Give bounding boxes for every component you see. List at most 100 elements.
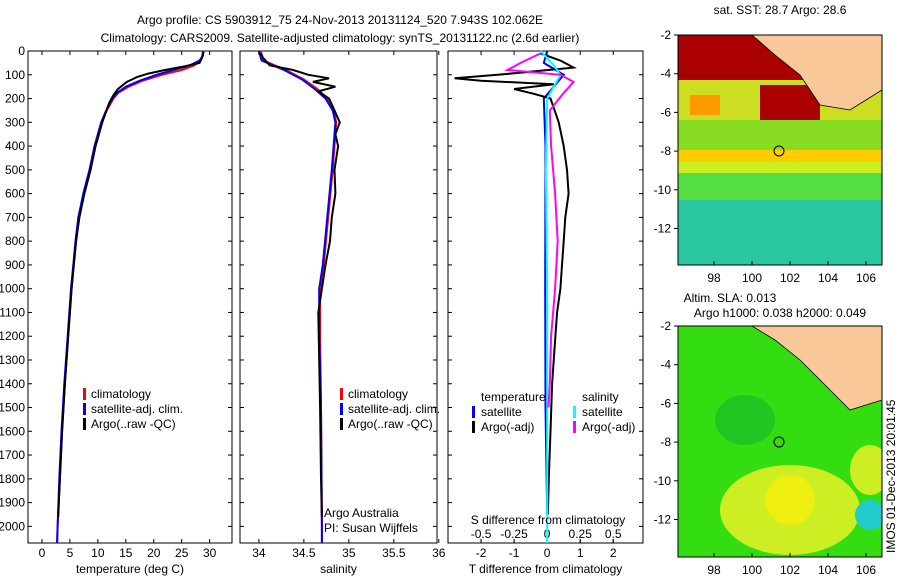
series-s-satellite xyxy=(539,50,562,543)
series-s-argo-adj- xyxy=(504,52,576,408)
y-tick-label: 600 xyxy=(5,187,25,201)
lon-tick-label: 100 xyxy=(742,563,762,577)
legend-label: climatology xyxy=(348,387,408,401)
series-argo-raw-qc- xyxy=(57,51,205,517)
x-axis-label: salinity xyxy=(320,562,357,576)
legend-label: Argo(..raw -QC) xyxy=(91,417,176,431)
lat-tick-label: -10 xyxy=(654,183,672,197)
x-tick-label: 34.5 xyxy=(292,546,316,560)
sst-map-title: sat. SST: 28.7 Argo: 28.6 xyxy=(714,3,847,17)
x-axis-label: temperature (deg C) xyxy=(76,562,184,576)
sla-map-title-1: Altim. SLA: 0.013 xyxy=(684,291,777,305)
legend-swatch xyxy=(83,388,86,400)
series-climatology xyxy=(259,50,338,543)
legend-label: Argo(-adj) xyxy=(582,420,635,434)
legend-label: Argo(..raw -QC) xyxy=(348,417,433,431)
legend-swatch xyxy=(83,418,86,430)
panel-salinity: 34 34.5 35 35.5 36 salinity climatologysatelli… xyxy=(239,50,446,576)
lat-tick-label: -4 xyxy=(660,67,671,81)
lat-tick-label: -12 xyxy=(654,222,672,236)
x-tick-label: 0 xyxy=(39,546,46,560)
legend-swatch xyxy=(472,421,475,433)
x-tick-label: 1 xyxy=(577,546,584,560)
x-tick-label: 34 xyxy=(252,546,266,560)
x-tick-label: 30 xyxy=(203,546,217,560)
x-tick-label: -1 xyxy=(509,546,520,560)
y-tick-label: 1300 xyxy=(0,353,25,367)
lon-tick-label: 106 xyxy=(856,271,876,285)
timestamp: IMOS 01-Dec-2013 20:01:45 xyxy=(884,399,898,553)
sla-map-title-2: Argo h1000: 0.038 h2000: 0.049 xyxy=(694,306,866,320)
lon-tick-label: 102 xyxy=(780,563,800,577)
y-tick-label: 1000 xyxy=(0,282,25,296)
x-tick-label: 35 xyxy=(342,546,356,560)
y-tick-label: 0 xyxy=(18,44,25,58)
y-tick-label: 500 xyxy=(5,163,25,177)
legend-swatch xyxy=(573,421,576,433)
y-tick-label: 2000 xyxy=(0,519,25,533)
lon-tick-label: 100 xyxy=(742,271,762,285)
legend-label: satellite-adj. clim. xyxy=(91,402,183,416)
legend-label: satellite-adj. clim. xyxy=(348,402,440,416)
x-tick-label: 36 xyxy=(432,546,446,560)
sst-map: sat. SST: 28.7 Argo: 28.6 98 100 102 104 106… xyxy=(654,3,883,285)
legend-swatch xyxy=(340,403,343,415)
x2-tick-label: 0.25 xyxy=(569,527,593,541)
series-t-satellite xyxy=(542,50,566,515)
lon-tick-label: 98 xyxy=(707,271,721,285)
series-satellite-adj-clim- xyxy=(56,50,205,544)
lat-tick-label: -2 xyxy=(660,319,671,333)
x-tick-label: -2 xyxy=(476,546,487,560)
y-tick-label: 1500 xyxy=(0,401,25,415)
series-t-argo-adj- xyxy=(454,52,577,515)
legend-swatch xyxy=(83,403,86,415)
x2-tick-label: 0.5 xyxy=(605,527,622,541)
series-satellite-adj-clim- xyxy=(257,50,337,543)
legend-label: satellite xyxy=(582,405,623,419)
y-tick-label: 200 xyxy=(5,92,25,106)
y-tick-label: 1100 xyxy=(0,305,25,319)
y-tick-label: 1200 xyxy=(0,329,25,343)
y-tick-label: 100 xyxy=(5,68,25,82)
y-tick-label: 1900 xyxy=(0,496,25,510)
lat-tick-label: -10 xyxy=(654,474,672,488)
x-tick-label: 35.5 xyxy=(382,546,406,560)
lat-tick-label: -6 xyxy=(660,105,671,119)
lon-tick-label: 106 xyxy=(856,563,876,577)
lon-tick-label: 104 xyxy=(818,271,838,285)
x-tick-label: 5 xyxy=(67,546,74,560)
profile-panels: 0100200300400500600700800900100011001200… xyxy=(0,44,644,576)
plot-frame xyxy=(239,50,438,544)
s-difference-axis-label: S difference from climatology xyxy=(471,513,626,527)
plot-frame xyxy=(447,50,644,544)
x2-tick-label: -0.25 xyxy=(500,527,528,541)
y-tick-label: 1400 xyxy=(0,377,25,391)
legend-swatch xyxy=(472,406,475,418)
lat-tick-label: -8 xyxy=(660,144,671,158)
lat-tick-label: -6 xyxy=(660,396,671,410)
lon-tick-label: 102 xyxy=(780,271,800,285)
x-tick-label: 25 xyxy=(175,546,189,560)
land-mass xyxy=(751,326,882,411)
y-tick-label: 800 xyxy=(5,234,25,248)
y-tick-label: 400 xyxy=(5,139,25,153)
y-tick-label: 1600 xyxy=(0,424,25,438)
float-position-marker xyxy=(773,436,785,448)
legend-swatch xyxy=(340,418,343,430)
title-line-2: Climatology: CARS2009. Satellite-adjuste… xyxy=(101,31,580,45)
lat-tick-label: -4 xyxy=(660,358,671,372)
legend-header-temperature: temperature xyxy=(481,390,546,404)
legend-header-salinity: salinity xyxy=(582,390,619,404)
lat-tick-label: -8 xyxy=(660,435,671,449)
legend-label: satellite xyxy=(481,405,522,419)
title-line-1: Argo profile: CS 5903912_75 24-Nov-2013 … xyxy=(137,13,543,27)
lat-tick-label: -2 xyxy=(660,28,671,42)
y-tick-label: 300 xyxy=(5,115,25,129)
y-tick-label: 700 xyxy=(5,210,25,224)
float-position-marker xyxy=(773,145,785,157)
y-tick-label: 1800 xyxy=(0,472,25,486)
x-tick-label: 0 xyxy=(544,546,551,560)
panel-temperature: 0100200300400500600700800900100011001200… xyxy=(0,44,233,576)
legend-label: climatology xyxy=(91,387,151,401)
